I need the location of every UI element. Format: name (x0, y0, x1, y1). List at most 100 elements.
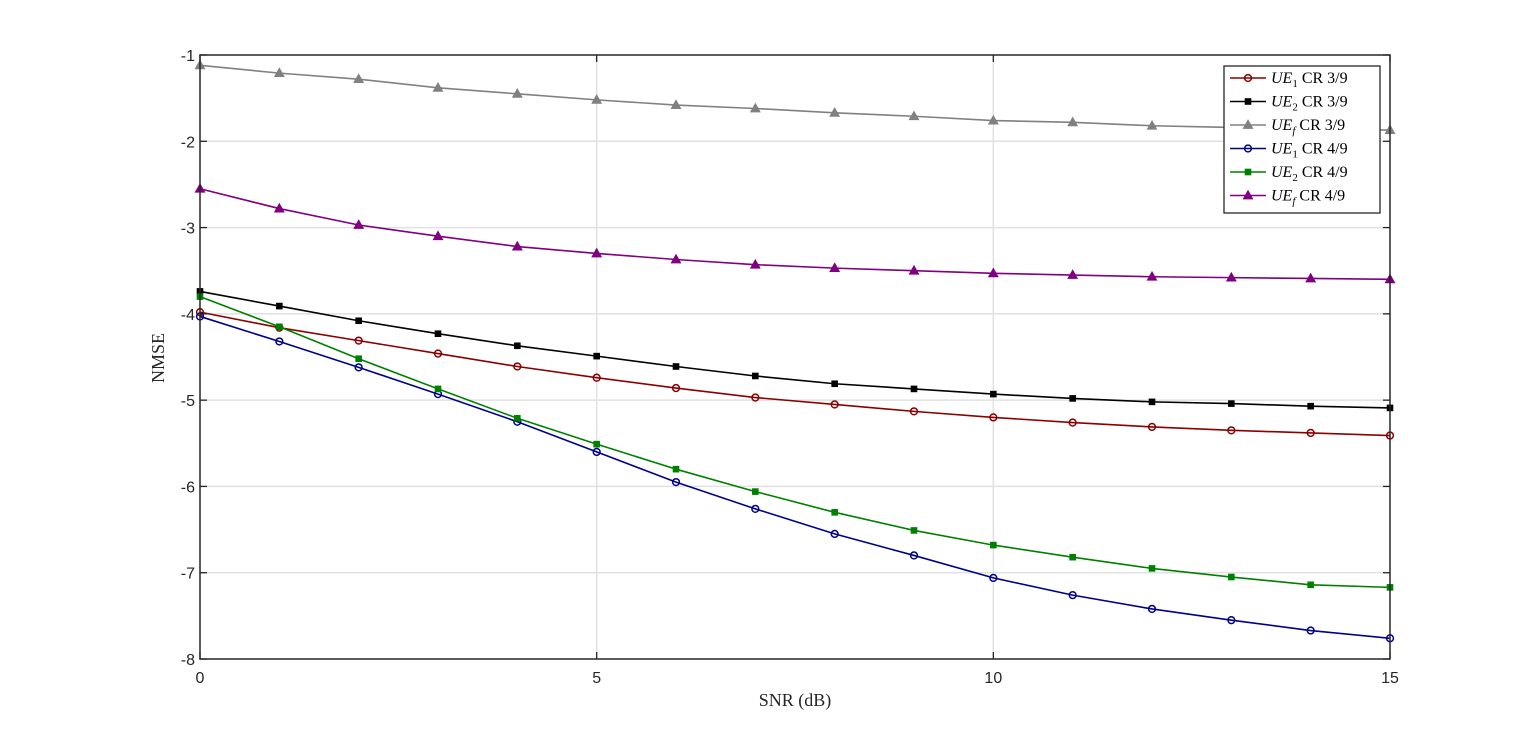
data-point (354, 363, 363, 372)
data-point (275, 337, 284, 346)
data-point (670, 253, 682, 264)
data-point (1306, 428, 1315, 438)
legend-label: UEf CR 3/9 (1271, 117, 1345, 137)
data-point (434, 330, 442, 338)
y-tick-label: -8 (181, 652, 195, 669)
data-point (672, 465, 680, 473)
data-point (1227, 616, 1236, 625)
data-point (1068, 590, 1077, 600)
data-point (672, 363, 680, 370)
series-lines (194, 59, 1396, 643)
data-point (514, 342, 521, 350)
data-point (749, 258, 761, 269)
x-tick-label: 5 (592, 670, 601, 687)
data-point (432, 230, 444, 241)
data-point (354, 336, 363, 345)
legend-entry: UEf CR 3/9 (1230, 117, 1345, 137)
data-point (1306, 626, 1315, 635)
legend-label: UE2 CR 4/9 (1271, 164, 1348, 184)
data-point (671, 383, 681, 393)
x-tick-label: 0 (196, 670, 205, 687)
data-point (593, 352, 600, 360)
data-point (273, 67, 285, 78)
legend: UE1 CR 3/9 UE2 CR 3/9 UEf CR 3/9 UE1 CR 4/9… (1223, 65, 1381, 214)
data-point (592, 447, 601, 457)
axes: 0 5 10 15 -8 -7 -6 -5 -4 -3 -2 -1 (181, 48, 1399, 687)
data-point (591, 94, 603, 104)
y-tick-label: -5 (181, 393, 195, 410)
data-point (1225, 271, 1237, 282)
x-tick-label: 10 (984, 670, 1002, 687)
data-point (752, 372, 759, 380)
legend-label: UEf CR 4/9 (1271, 188, 1345, 208)
data-point (1067, 269, 1079, 279)
legend-entry: UE1 CR 3/9 (1230, 70, 1348, 90)
data-point (1069, 553, 1076, 561)
data-point (670, 99, 682, 109)
series-line (199, 295, 1391, 589)
series-line (199, 64, 1391, 131)
data-point (987, 114, 999, 125)
data-point (432, 81, 444, 92)
x-axis-title: SNR (dB) (759, 690, 832, 711)
legend-marker (1243, 73, 1253, 83)
series-5 (196, 293, 1394, 591)
data-point (433, 349, 443, 358)
data-point (1148, 565, 1156, 572)
data-point (909, 551, 919, 560)
y-tick-label: -3 (181, 221, 195, 238)
y-tick-label: -6 (181, 479, 195, 496)
legend-marker (1242, 119, 1254, 129)
legend-marker (1242, 189, 1254, 200)
data-point (1228, 573, 1235, 581)
data-point (276, 302, 283, 310)
data-point (831, 380, 838, 388)
data-point (355, 317, 362, 325)
legend-entry: UE2 CR 3/9 (1230, 94, 1348, 114)
y-axis-title: NMSE (148, 333, 168, 383)
data-point (1146, 270, 1158, 281)
data-point (513, 362, 522, 371)
legend-marker (1244, 98, 1252, 105)
data-point (990, 390, 997, 398)
data-point (1147, 604, 1157, 614)
x-tick-label: 15 (1381, 670, 1399, 687)
data-point (276, 323, 283, 331)
y-tick-label: -1 (181, 48, 195, 65)
data-point (1067, 116, 1079, 127)
data-point (1146, 119, 1158, 130)
data-point (831, 509, 838, 516)
data-point (990, 541, 997, 549)
legend-entry: UEf CR 4/9 (1230, 188, 1345, 208)
legend-marker (1244, 168, 1252, 176)
data-point (751, 504, 760, 514)
data-point (910, 385, 918, 393)
data-point (1228, 400, 1235, 407)
legend-marker (1243, 144, 1253, 153)
data-point (1148, 398, 1156, 406)
data-point (752, 488, 759, 495)
legend-label: UE2 CR 3/9 (1271, 94, 1348, 114)
data-point (908, 110, 920, 121)
data-point (511, 240, 523, 251)
grid (200, 55, 1390, 659)
data-point (830, 400, 839, 409)
data-point (353, 219, 365, 229)
data-point (353, 73, 365, 84)
series-3 (194, 59, 1396, 134)
data-point (591, 247, 603, 258)
data-point (593, 440, 600, 448)
data-point (1307, 402, 1314, 410)
legend-entry: UE2 CR 4/9 (1230, 164, 1348, 184)
data-point (592, 373, 601, 382)
data-point (989, 413, 998, 422)
data-point (514, 414, 521, 422)
data-point (1068, 418, 1077, 427)
data-point (1147, 422, 1157, 432)
data-point (1307, 581, 1314, 589)
data-point (273, 202, 285, 213)
data-point (1305, 272, 1317, 283)
legend-label: UE1 CR 3/9 (1271, 70, 1348, 90)
